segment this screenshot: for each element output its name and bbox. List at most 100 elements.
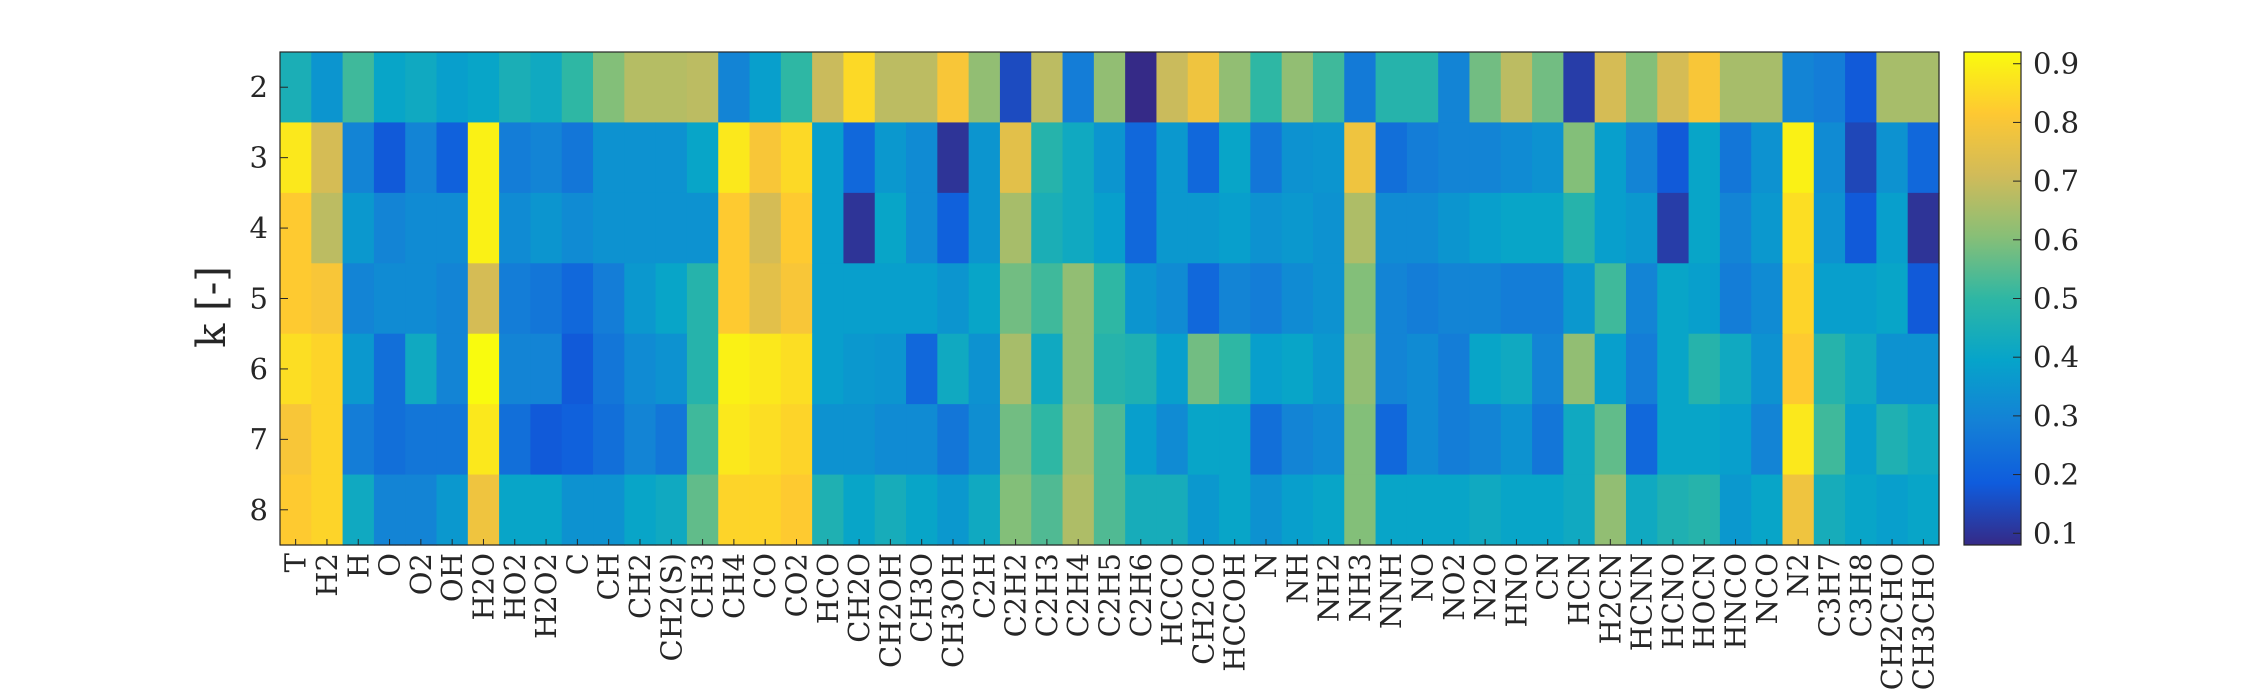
heatmap-cell [812, 192, 845, 264]
heatmap-cell [499, 474, 532, 546]
heatmap-cell [843, 192, 876, 264]
x-tick-label: O2 [404, 553, 438, 595]
heatmap-cell [530, 474, 563, 546]
x-tick-label: CH2CO [1186, 553, 1220, 665]
x-tick-label: CH4 [717, 553, 751, 619]
heatmap-cell [311, 333, 344, 405]
heatmap-cell [718, 52, 751, 124]
heatmap-cell [311, 52, 344, 124]
heatmap-cell [1312, 474, 1345, 546]
heatmap-cell [342, 192, 375, 264]
heatmap-cell [499, 52, 532, 124]
heatmap-cell [1625, 192, 1658, 264]
heatmap-cell [1813, 192, 1846, 264]
heatmap-cell [530, 52, 563, 124]
x-tick-label: H2O2 [529, 553, 563, 639]
heatmap-cell [937, 52, 970, 124]
colorbar-tick-label: 0.7 [2033, 164, 2079, 198]
x-tick-label: H [341, 553, 375, 578]
heatmap-cell [1031, 192, 1064, 264]
y-tick-label: 2 [250, 70, 268, 104]
heatmap-cell [874, 52, 907, 124]
heatmap-cell [1156, 263, 1189, 335]
heatmap-cell [1876, 404, 1909, 476]
y-tick-label: 3 [250, 141, 268, 175]
x-tick-label: CH2O [842, 553, 876, 643]
heatmap-cell [373, 263, 406, 335]
heatmap-cell [718, 404, 751, 476]
y-tick-label: 8 [250, 493, 268, 527]
heatmap-cell [405, 122, 438, 194]
x-tick-label: C2H [967, 553, 1001, 619]
heatmap-cell [1406, 52, 1439, 124]
heatmap-cell [968, 263, 1001, 335]
heatmap-cell [1031, 122, 1064, 194]
heatmap-cell [1469, 404, 1502, 476]
x-tick-label: H2CN [1593, 553, 1627, 644]
heatmap-cell [1500, 404, 1533, 476]
heatmap-cell [1625, 404, 1658, 476]
x-tick-label: O [373, 553, 407, 577]
x-tick-label: HCNO [1656, 553, 1690, 650]
heatmap-cell [1344, 263, 1377, 335]
x-tick-label: CH3 [686, 553, 720, 619]
heatmap-cells [279, 51, 1940, 546]
x-tick-label: C2H4 [1061, 553, 1095, 637]
x-tick-label: NO [1406, 553, 1440, 602]
heatmap-cell [1782, 263, 1815, 335]
heatmap-cell [1031, 404, 1064, 476]
heatmap-cell [812, 333, 845, 405]
heatmap-cell [1719, 333, 1752, 405]
heatmap-cell [1187, 404, 1220, 476]
heatmap-cell [968, 404, 1001, 476]
heatmap-cell [906, 263, 938, 335]
heatmap-cell [1500, 52, 1533, 124]
x-tick-label: HO2 [498, 553, 532, 621]
heatmap-cell [1156, 404, 1189, 476]
heatmap-cell [1187, 474, 1220, 546]
heatmap-cell [1125, 192, 1158, 264]
heatmap-cell [1594, 404, 1627, 476]
heatmap-cell [499, 404, 532, 476]
heatmap-cell [1219, 404, 1251, 476]
heatmap-cell [1031, 52, 1064, 124]
heatmap-cell [1719, 263, 1752, 335]
heatmap-cell [1469, 52, 1502, 124]
heatmap-cell [1093, 122, 1126, 194]
heatmap-cell [1093, 333, 1126, 405]
heatmap-cell [1375, 333, 1408, 405]
heatmap-cell [749, 404, 782, 476]
heatmap-cell [1438, 333, 1471, 405]
heatmap-cell [1062, 52, 1095, 124]
x-tick-label: CO [748, 553, 782, 599]
heatmap-cell [1375, 122, 1408, 194]
heatmap-cell [1312, 263, 1345, 335]
heatmap-cell [1031, 263, 1064, 335]
heatmap-cell [311, 192, 344, 264]
heatmap-cell [1500, 474, 1533, 546]
heatmap-cell [1625, 474, 1658, 546]
heatmap-cell [1625, 122, 1658, 194]
y-tick-label: 5 [250, 282, 268, 316]
heatmap-cell [655, 474, 688, 546]
heatmap-cell [561, 474, 594, 546]
x-tick-label: N [1249, 553, 1283, 578]
x-tick-label: CH2OH [873, 553, 907, 668]
heatmap-cell [1438, 122, 1471, 194]
heatmap-cell [1062, 474, 1095, 546]
heatmap-cell [624, 404, 657, 476]
x-tick-label: NH [1280, 553, 1314, 604]
colorbar-tick-label: 0.4 [2033, 340, 2079, 374]
colorbar-tick-label: 0.8 [2033, 105, 2079, 139]
x-tick-label: HNCO [1719, 553, 1753, 650]
x-tick-labels: TH2HOO2OHH2OHO2H2O2CCHCH2CH2(S)CH3CH4COC… [279, 539, 1940, 690]
heatmap-cell [1250, 192, 1283, 264]
heatmap-cell [780, 192, 813, 264]
x-tick-label: OH [435, 553, 469, 602]
heatmap-cell [1031, 333, 1064, 405]
heatmap-cell [593, 52, 625, 124]
heatmap-cell [718, 192, 751, 264]
heatmap-cell [1406, 404, 1439, 476]
heatmap-cell [1062, 404, 1095, 476]
heatmap-cell [1782, 474, 1815, 546]
